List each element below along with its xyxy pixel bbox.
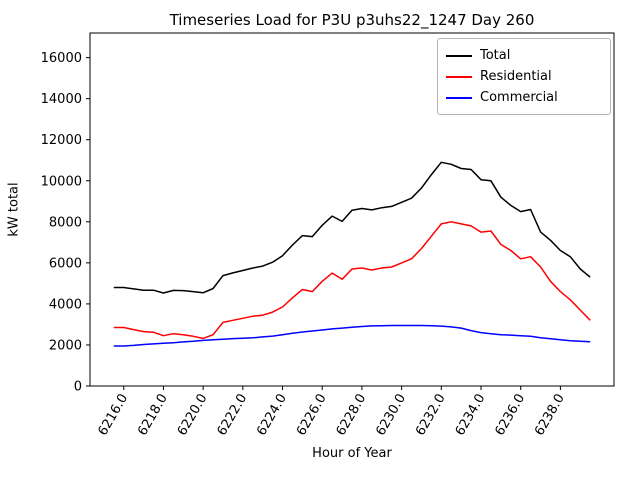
- y-tick-label: 0: [74, 380, 82, 395]
- axes-frame: [89, 32, 615, 387]
- y-tick-label: 2000: [49, 338, 82, 353]
- x-tick-label: 6220.0: [175, 392, 211, 439]
- y-tick-label: 6000: [49, 256, 82, 271]
- line-commercial: [113, 324, 591, 347]
- x-tick-label: 6216.0: [95, 392, 131, 439]
- legend-item-total: Total: [446, 45, 602, 66]
- y-tick-label: 16000: [41, 51, 82, 66]
- legend-label-commercial: Commercial: [480, 90, 558, 105]
- y-axis-ticks: 0 2000 4000 6000 8000 10000 12000 14000 16000: [41, 51, 90, 395]
- x-tick-label: 6222.0: [215, 392, 251, 439]
- legend-line-swatch-total: [446, 54, 472, 57]
- legend-line-swatch-residential: [446, 75, 472, 78]
- y-tick-label: 14000: [41, 92, 82, 107]
- chart-title: Timeseries Load for P3U p3uhs22_1247 Day…: [169, 11, 535, 29]
- y-tick-label: 8000: [49, 215, 82, 230]
- line-residential: [113, 221, 591, 340]
- legend-line-swatch-commercial: [446, 96, 472, 99]
- x-axis-ticks: 6216.0 6218.0 6220.0 6222.0 6224.0 6226.0 6228…: [95, 386, 568, 439]
- x-tick-label: 6224.0: [254, 392, 290, 439]
- x-tick-label: 6238.0: [532, 392, 568, 439]
- x-tick-label: 6234.0: [453, 392, 489, 439]
- x-tick-label: 6226.0: [294, 392, 330, 439]
- legend: Total Residential Commercial: [437, 38, 611, 115]
- x-axis-label: Hour of Year: [312, 446, 392, 461]
- x-tick-label: 6230.0: [373, 392, 409, 439]
- y-tick-label: 4000: [49, 297, 82, 312]
- line-total: [113, 161, 591, 294]
- x-tick-label: 6218.0: [135, 392, 171, 439]
- x-tick-label: 6236.0: [492, 392, 528, 439]
- y-tick-label: 12000: [41, 133, 82, 148]
- plot-lines: [113, 161, 591, 347]
- legend-label-total: Total: [480, 48, 511, 63]
- legend-item-commercial: Commercial: [446, 87, 602, 108]
- x-tick-label: 6228.0: [334, 392, 370, 439]
- y-tick-label: 10000: [41, 174, 82, 189]
- legend-label-residential: Residential: [480, 69, 552, 84]
- legend-item-residential: Residential: [446, 66, 602, 87]
- x-tick-label: 6232.0: [413, 392, 449, 439]
